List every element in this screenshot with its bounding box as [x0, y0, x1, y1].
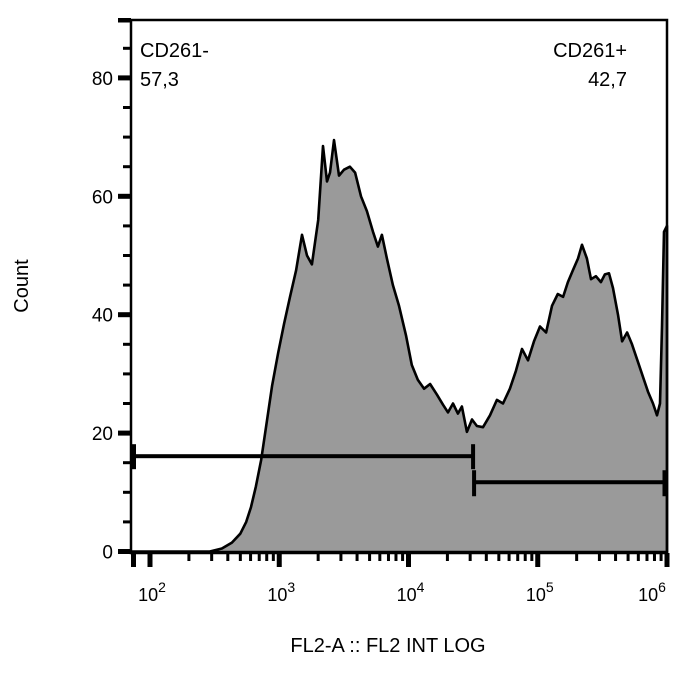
gate-negative-name-label: CD261-	[140, 40, 209, 62]
gate-cd261-neg-line	[132, 454, 474, 459]
y-minor-tick	[123, 135, 131, 139]
y-tick-label: 20	[92, 424, 113, 445]
axis-ticks	[118, 18, 670, 567]
x-minor-tick	[614, 553, 618, 561]
y-axis-title: Count	[11, 259, 33, 313]
y-minor-tick	[123, 342, 131, 346]
x-minor-tick	[271, 553, 275, 561]
y-minor-tick	[123, 372, 131, 376]
x-minor-tick	[530, 553, 534, 561]
axis-tick-labels: 0 20 40 60 80 102 103 104 105 106	[92, 69, 666, 605]
x-major-tick	[147, 553, 153, 567]
x-minor-tick	[445, 553, 449, 561]
x-minor-tick	[378, 553, 382, 561]
y-minor-tick	[123, 490, 131, 494]
x-minor-tick	[210, 553, 214, 561]
x-major-tick	[664, 553, 670, 567]
x-minor-tick	[597, 553, 601, 561]
x-minor-tick	[507, 553, 511, 561]
y-minor-tick	[123, 224, 131, 228]
x-major-tick	[406, 553, 411, 567]
y-tick-label: 60	[92, 187, 113, 208]
y-minor-tick	[123, 283, 131, 287]
x-minor-tick	[316, 553, 320, 561]
x-axis-start-tick	[131, 553, 136, 567]
x-minor-tick	[468, 553, 472, 561]
x-minor-tick	[523, 553, 527, 561]
x-minor-tick	[659, 553, 663, 561]
y-tick-label: 40	[92, 306, 113, 327]
y-axis-end-tick	[118, 18, 131, 23]
gate-cd261-neg-right-cap	[471, 444, 476, 470]
x-minor-tick	[516, 553, 520, 561]
x-minor-tick	[226, 553, 230, 561]
x-minor-tick	[265, 553, 269, 561]
x-minor-tick	[187, 553, 191, 561]
x-minor-tick	[368, 553, 372, 561]
y-major-tick	[118, 312, 131, 318]
y-minor-tick	[123, 520, 131, 524]
x-minor-tick	[636, 553, 640, 561]
x-tick-label: 103	[267, 579, 295, 605]
x-minor-tick	[575, 553, 579, 561]
x-tick-label: 102	[138, 579, 166, 605]
x-minor-tick	[386, 553, 390, 561]
gate-negative-percent-label: 57,3	[140, 69, 179, 91]
y-minor-tick	[123, 106, 131, 109]
x-minor-tick	[257, 553, 261, 561]
x-tick-label: 105	[526, 579, 554, 605]
y-minor-tick	[123, 461, 131, 465]
x-minor-tick	[339, 553, 343, 561]
gate-cd261-pos-right-cap	[662, 470, 667, 497]
x-minor-tick	[652, 553, 656, 561]
x-minor-tick	[484, 553, 488, 561]
histogram-area	[129, 138, 669, 554]
gate-markers	[132, 444, 667, 497]
y-tick-label: 0	[102, 543, 113, 564]
y-minor-tick	[123, 254, 131, 257]
x-minor-tick	[626, 553, 630, 561]
histogram-curve	[129, 138, 669, 554]
gate-cd261-pos-line	[474, 480, 666, 485]
y-major-tick	[118, 193, 131, 199]
x-minor-tick	[355, 553, 359, 561]
x-minor-tick	[645, 553, 649, 561]
y-major-tick	[118, 430, 131, 436]
gate-cd261-neg-left-cap	[132, 444, 136, 470]
x-major-tick	[535, 553, 541, 567]
y-minor-tick	[123, 165, 131, 169]
y-major-tick	[118, 75, 131, 81]
y-minor-tick	[123, 402, 131, 405]
x-minor-tick	[401, 553, 405, 561]
x-minor-tick	[249, 553, 253, 561]
x-minor-tick	[394, 553, 398, 561]
x-minor-tick	[497, 553, 501, 561]
y-major-tick	[118, 549, 131, 554]
gate-positive-name-label: CD261+	[553, 40, 627, 62]
y-tick-label: 80	[92, 69, 113, 90]
x-minor-tick	[238, 553, 242, 561]
gate-cd261-pos-left-cap	[472, 470, 477, 497]
x-axis-title: FL2-A :: FL2 INT LOG	[290, 635, 485, 657]
x-tick-label: 106	[638, 579, 666, 605]
x-major-tick	[276, 553, 282, 567]
y-minor-tick	[123, 46, 131, 50]
gate-positive-percent-label: 42,7	[588, 69, 627, 91]
x-tick-label: 104	[397, 579, 425, 605]
